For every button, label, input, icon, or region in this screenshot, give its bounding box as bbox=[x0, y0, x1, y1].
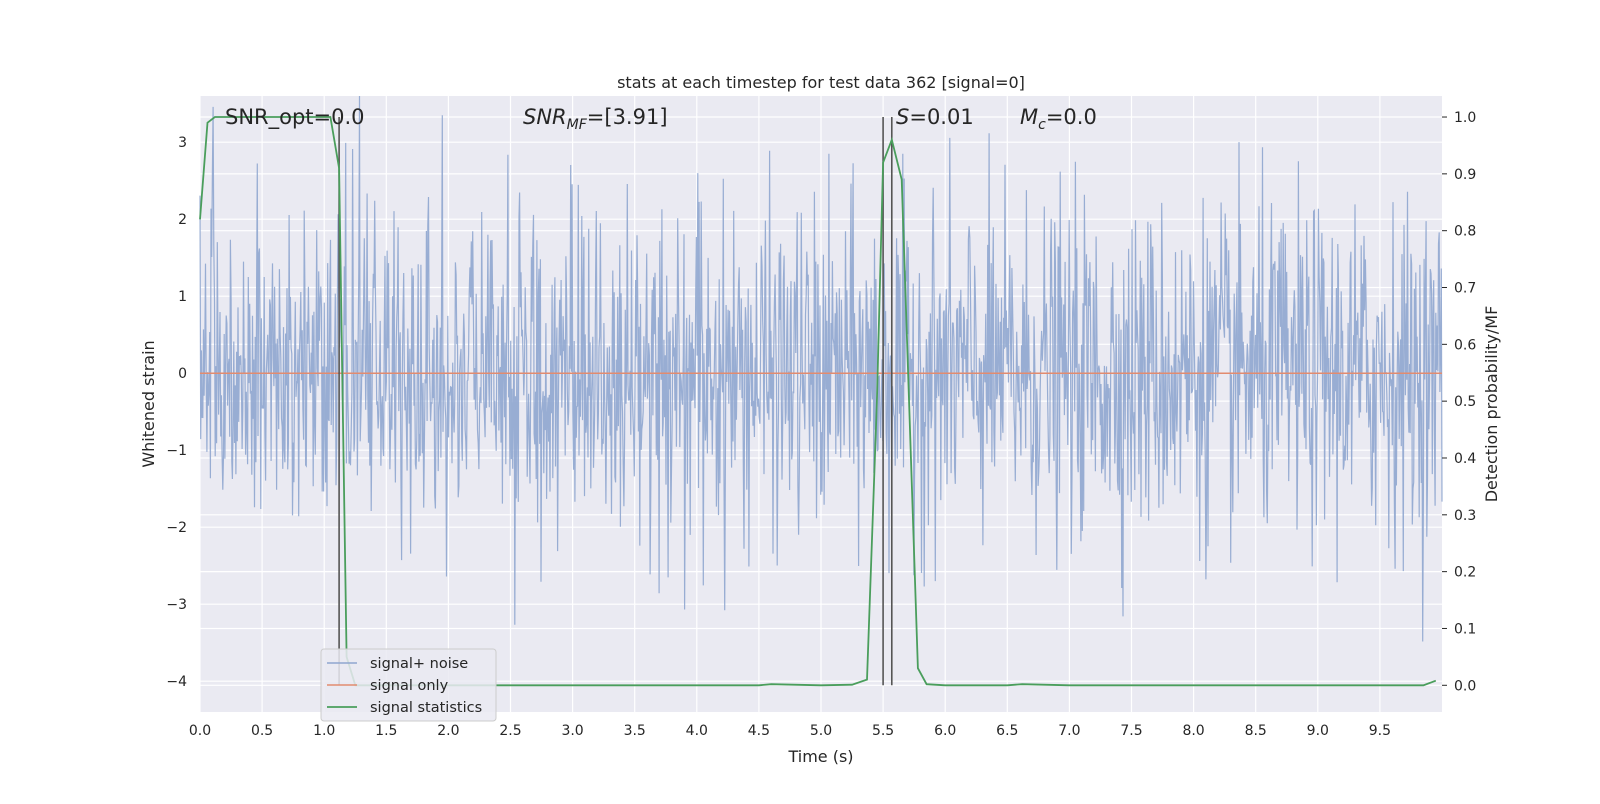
y-tick-labels: −4 −3 −2 −1 0 1 2 3 bbox=[166, 135, 187, 690]
snr-mf-main: SNR bbox=[523, 105, 567, 129]
y2-tick-label: 0.8 bbox=[1454, 224, 1476, 240]
annotation-snr-mf: SNRMF=[3.91] bbox=[523, 105, 668, 133]
annotation-mc: Mc=0.0 bbox=[1020, 105, 1097, 133]
x-tick-label: 3.5 bbox=[624, 723, 646, 739]
annotation-snr-opt: SNR_opt=0.0 bbox=[225, 105, 365, 130]
grid bbox=[199, 96, 1442, 712]
y-tick-label: 2 bbox=[178, 212, 187, 228]
y-tick-label: −3 bbox=[166, 597, 187, 613]
signal-statistics-line bbox=[199, 116, 1437, 687]
x-tick-label: 4.5 bbox=[748, 723, 770, 739]
x-tick-label: 5.5 bbox=[872, 723, 894, 739]
x-tick-label: 9.5 bbox=[1369, 723, 1391, 739]
x-tick-label: 0.0 bbox=[189, 723, 211, 739]
legend-box bbox=[320, 648, 497, 722]
y2-tick-label: 0.9 bbox=[1454, 167, 1476, 183]
y2-tick-labels: 0.0 0.1 0.2 0.3 0.4 0.5 0.6 0.7 0.8 0.9 1.0 bbox=[1442, 110, 1476, 694]
y2-tick-label: 0.4 bbox=[1454, 451, 1476, 467]
y2-axis-title: Detection probability/MF bbox=[1482, 306, 1501, 503]
x-tick-label: 0.5 bbox=[251, 723, 273, 739]
y2-tick-label: 0.1 bbox=[1454, 621, 1476, 637]
x-axis-title: Time (s) bbox=[787, 747, 853, 766]
mc-var: M bbox=[1020, 105, 1038, 129]
y2-tick-label: 0.3 bbox=[1454, 508, 1476, 524]
x-tick-label: 4.0 bbox=[686, 723, 708, 739]
y-tick-label: −2 bbox=[166, 520, 187, 536]
y-tick-label: 0 bbox=[178, 366, 187, 382]
x-tick-label: 8.0 bbox=[1182, 723, 1204, 739]
x-tick-label: 8.5 bbox=[1245, 723, 1267, 739]
mc-value: =0.0 bbox=[1046, 105, 1097, 129]
chart-title: stats at each timestep for test data 362… bbox=[617, 73, 1025, 92]
x-tick-labels: 0.0 0.5 1.0 1.5 2.0 2.5 3.0 3.5 4.0 4.5 5.0 5.5 6.0 6… bbox=[189, 723, 1391, 739]
legend-label-signal-only: signal only bbox=[370, 678, 449, 694]
s-var: S bbox=[896, 105, 909, 129]
signal-noise-trace bbox=[199, 95, 1443, 642]
x-tick-label: 6.5 bbox=[996, 723, 1018, 739]
y2-tick-label: 0.2 bbox=[1454, 565, 1476, 581]
noise-series bbox=[199, 95, 1443, 642]
y2-tick-label: 1.0 bbox=[1454, 110, 1476, 126]
y2-tick-label: 0.6 bbox=[1454, 337, 1476, 353]
x-tick-label: 7.0 bbox=[1058, 723, 1080, 739]
x-tick-label: 2.0 bbox=[437, 723, 459, 739]
legend: signal+ noise signal only signal statist… bbox=[320, 648, 497, 722]
y-tick-label: −1 bbox=[166, 443, 187, 459]
x-tick-label: 3.0 bbox=[561, 723, 583, 739]
y-tick-label: 3 bbox=[178, 135, 187, 151]
snr-mf-value: =[3.91] bbox=[587, 105, 668, 129]
y-axis-title: Whitened strain bbox=[139, 340, 158, 467]
x-tick-label: 9.0 bbox=[1307, 723, 1329, 739]
y-tick-label: −4 bbox=[166, 674, 187, 690]
legend-label-signal-noise: signal+ noise bbox=[370, 656, 468, 672]
s-value: =0.01 bbox=[909, 105, 973, 129]
y2-tick-label: 0.7 bbox=[1454, 281, 1476, 297]
mc-sub: c bbox=[1038, 117, 1046, 133]
x-tick-label: 1.5 bbox=[375, 723, 397, 739]
annotation-s: S=0.01 bbox=[896, 105, 974, 129]
legend-label-signal-statistics: signal statistics bbox=[370, 700, 482, 716]
x-tick-label: 7.5 bbox=[1120, 723, 1142, 739]
x-tick-label: 1.0 bbox=[313, 723, 335, 739]
x-tick-label: 6.0 bbox=[934, 723, 956, 739]
x-tick-label: 5.0 bbox=[810, 723, 832, 739]
y2-tick-label: 0.5 bbox=[1454, 394, 1476, 410]
x-tick-label: 2.5 bbox=[499, 723, 521, 739]
snr-mf-sub: MF bbox=[567, 117, 588, 133]
y-tick-label: 1 bbox=[178, 289, 187, 305]
y2-tick-label: 0.0 bbox=[1454, 678, 1476, 694]
